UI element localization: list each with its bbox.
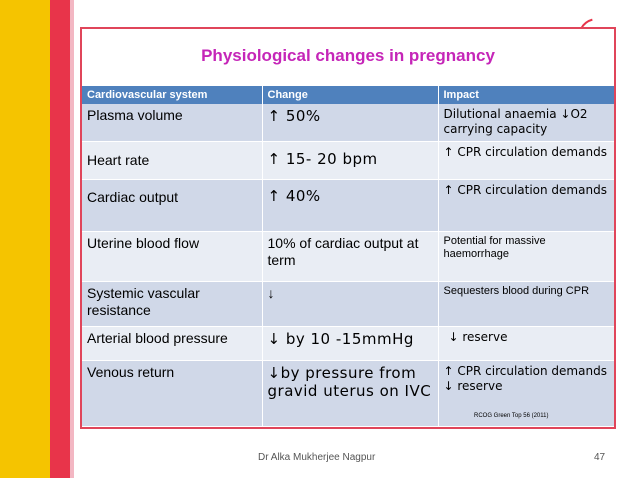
change-cell: 10% of cardiac output at term xyxy=(262,231,439,282)
pink-stripe xyxy=(70,0,74,478)
impact-cell: Sequesters blood during CPR xyxy=(438,281,614,327)
table-row: Uterine blood flow 10% of cardiac output… xyxy=(82,231,614,282)
change-cell: ↓by pressure from gravid uterus on IVC xyxy=(262,360,439,427)
table-row: Systemic vascular resistance ↓ Sequester… xyxy=(82,281,614,327)
change-cell: ↓ by 10 -15mmHg xyxy=(262,326,439,361)
change-cell: ↑ 15- 20 bpm xyxy=(262,141,439,180)
system-cell: Arterial blood pressure xyxy=(82,326,263,361)
red-stripe xyxy=(50,0,70,478)
physiology-table: Cardiovascular system Change Impact Plas… xyxy=(82,86,614,427)
impact-line: ↓ reserve xyxy=(443,378,503,393)
system-cell: Venous return xyxy=(82,360,263,427)
impact-line: ↑ CPR circulation demands xyxy=(443,363,607,378)
table-row: Plasma volume ↑ 50% Dilutional anaemia ↓… xyxy=(82,104,614,142)
slide-title: Physiological changes in pregnancy xyxy=(201,46,495,65)
table-header-row: Cardiovascular system Change Impact xyxy=(82,86,614,104)
impact-cell: ↑ CPR circulation demands xyxy=(438,141,614,180)
impact-cell: Dilutional anaemia ↓O2 carrying capacity xyxy=(438,104,614,142)
change-cell: ↑ 40% xyxy=(262,179,439,232)
header-impact: Impact xyxy=(438,86,614,104)
page-number: 47 xyxy=(594,452,606,463)
system-cell: Plasma volume xyxy=(82,104,263,142)
system-cell: Cardiac output xyxy=(82,179,263,232)
impact-cell: Potential for massive haemorrhage xyxy=(438,231,614,282)
system-cell: Heart rate xyxy=(82,141,263,180)
impact-cell: ↑ CPR circulation demands ↓ reserve xyxy=(438,360,614,427)
slide-frame: Physiological changes in pregnancy Cardi… xyxy=(80,27,616,429)
reference-citation: RCOG Green Top 56 (2011) xyxy=(474,413,549,419)
header-cardiovascular-system: Cardiovascular system xyxy=(82,86,263,104)
system-cell: Uterine blood flow xyxy=(82,231,263,282)
change-cell: ↓ xyxy=(262,281,439,327)
header-change: Change xyxy=(262,86,439,104)
change-cell: ↑ 50% xyxy=(262,104,439,142)
impact-cell: ↓ reserve xyxy=(438,326,614,361)
impact-cell: ↑ CPR circulation demands xyxy=(438,179,614,232)
yellow-stripe xyxy=(0,0,50,478)
table-row: Cardiac output ↑ 40% ↑ CPR circulation d… xyxy=(82,179,614,232)
footer-author: Dr Alka Mukherjee Nagpur xyxy=(258,452,376,463)
system-cell: Systemic vascular resistance xyxy=(82,281,263,327)
table-row: Arterial blood pressure ↓ by 10 -15mmHg … xyxy=(82,326,614,361)
table-row: Venous return ↓by pressure from gravid u… xyxy=(82,360,614,427)
table-row: Heart rate ↑ 15- 20 bpm ↑ CPR circulatio… xyxy=(82,141,614,180)
